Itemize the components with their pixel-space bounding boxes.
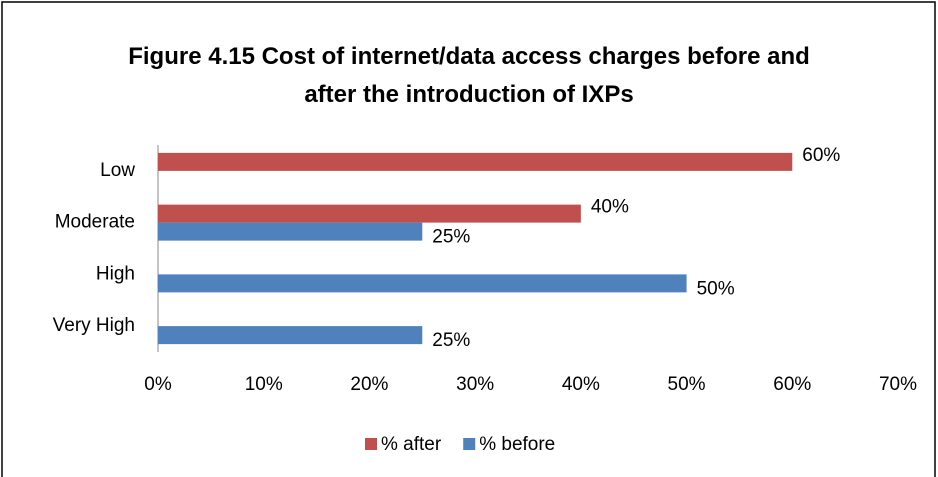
y-tick-label: Moderate: [55, 212, 135, 233]
x-tick-label: 70%: [879, 374, 917, 395]
x-tick-label: 0%: [144, 374, 172, 395]
bar: [158, 152, 793, 171]
data-label: 60%: [802, 145, 840, 166]
y-tick-label: High: [96, 263, 135, 284]
chart-title: Figure 4.15 Cost of internet/data access…: [128, 43, 810, 108]
data-label: 25%: [432, 227, 470, 248]
data-label: 25%: [432, 330, 470, 351]
bar: [158, 204, 581, 223]
bar: [158, 222, 423, 241]
bar: [158, 326, 423, 345]
legend-swatch: [463, 438, 476, 450]
legend-label: % before: [479, 434, 555, 455]
y-tick-label: Low: [100, 160, 135, 181]
x-tick-label: 60%: [773, 374, 811, 395]
data-label: 40%: [591, 197, 629, 218]
x-tick-label: 10%: [245, 374, 283, 395]
legend-label: % after: [381, 434, 442, 455]
bar: [158, 274, 687, 293]
x-tick-label: 50%: [668, 374, 706, 395]
x-tick-label: 30%: [456, 374, 494, 395]
y-tick-label: Very High: [53, 315, 135, 336]
x-tick-label: 20%: [350, 374, 388, 395]
legend-swatch: [365, 438, 377, 450]
data-label: 50%: [697, 278, 735, 299]
x-tick-label: 40%: [562, 374, 600, 395]
